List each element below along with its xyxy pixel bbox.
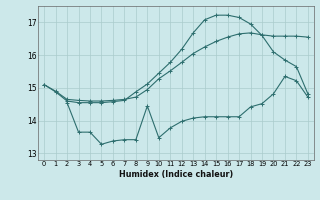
X-axis label: Humidex (Indice chaleur): Humidex (Indice chaleur) <box>119 170 233 179</box>
